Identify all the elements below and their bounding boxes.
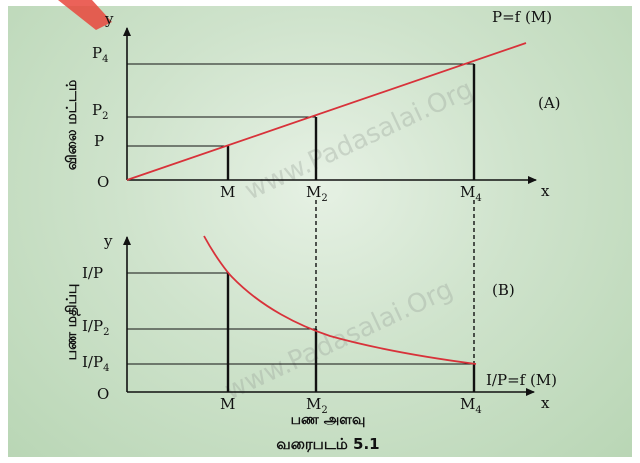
tick-m: M [220, 183, 235, 201]
tick-bottom-m: M [220, 395, 235, 413]
panel-a: y x O P4 P2 P M M2 M4 P=f (M) (A) விலை ம… [64, 8, 561, 204]
bottom-y-label: y [103, 232, 113, 250]
figure-background [8, 6, 632, 457]
watermark: www.Padasalai.Org [240, 74, 477, 206]
bottom-x-axis-title: பண அளவு [291, 412, 366, 428]
price-line [126, 42, 527, 181]
figure-caption: வரைபடம் 5.1 [276, 435, 379, 453]
top-y-axis-title: விலை மட்டம் [64, 80, 80, 171]
panel-b-label: (B) [492, 281, 515, 299]
top-x-label: x [541, 182, 550, 200]
tick-p4: P4 [92, 44, 108, 65]
tick-p: P [94, 132, 104, 150]
tick-m2: M2 [306, 183, 328, 204]
watermark-lower: www.Padasalai.Org [220, 274, 457, 406]
corner-strip [58, 0, 112, 30]
tick-m4: M4 [460, 183, 482, 204]
bottom-x-label: x [541, 394, 550, 412]
value-curve [203, 235, 477, 365]
panel-a-label: (A) [538, 94, 561, 112]
top-y-label: y [104, 10, 114, 28]
bottom-origin-label: O [97, 385, 109, 403]
tick-ip4: I/P4 [82, 353, 109, 374]
panel-b: y x O I/P I/P2 I/P4 M M2 M4 (B) I/P=f (M… [64, 232, 557, 428]
top-origin-label: O [97, 173, 109, 191]
tick-bottom-m4: M4 [460, 395, 482, 416]
bottom-y-axis-title: பண மதிப்பு [64, 284, 81, 361]
tick-ip2: I/P2 [82, 317, 109, 338]
bottom-function-label: I/P=f (M) [486, 371, 557, 389]
top-function-label: P=f (M) [492, 8, 552, 26]
tick-bottom-m2: M2 [306, 395, 328, 416]
tick-ip: I/P [82, 264, 103, 282]
tick-p2: P2 [92, 101, 108, 122]
